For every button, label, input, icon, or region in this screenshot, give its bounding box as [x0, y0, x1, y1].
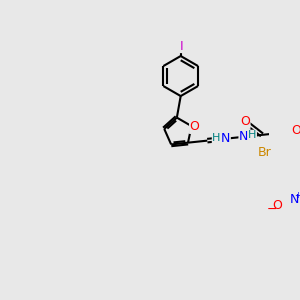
Text: O: O — [240, 115, 250, 128]
Text: O: O — [272, 199, 282, 212]
Text: H: H — [212, 133, 221, 143]
Text: I: I — [180, 40, 183, 52]
Text: O: O — [190, 120, 200, 134]
Text: Br: Br — [258, 146, 272, 159]
Text: N: N — [290, 193, 299, 206]
Text: −: − — [267, 203, 278, 216]
Text: N: N — [221, 132, 230, 145]
Text: +: + — [294, 191, 300, 200]
Text: N: N — [239, 130, 248, 143]
Text: H: H — [248, 130, 256, 140]
Text: O: O — [291, 124, 300, 137]
